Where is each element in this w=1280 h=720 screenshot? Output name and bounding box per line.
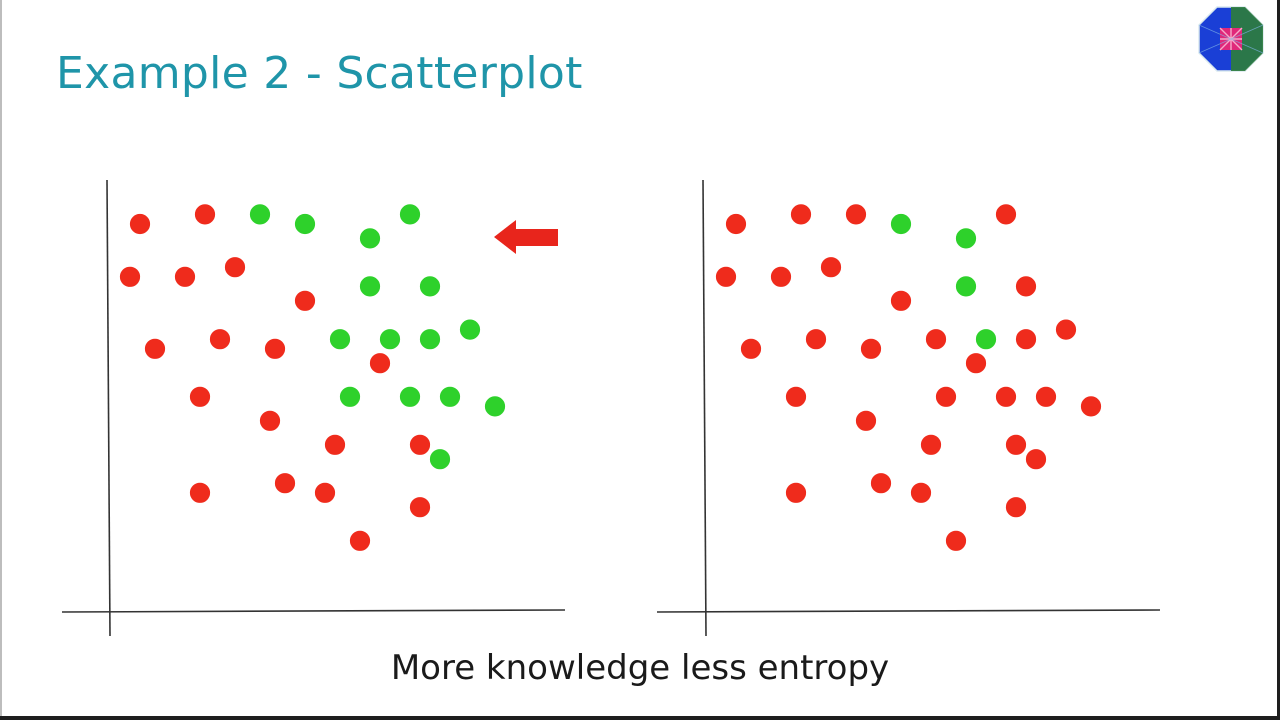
- right-chart-red-point: [860, 337, 882, 360]
- left-chart-y-axis: [106, 179, 111, 637]
- right-chart-red-point: [965, 352, 987, 375]
- left-chart-red-point: [129, 213, 151, 235]
- left-chart-red-point: [209, 328, 231, 351]
- right-chart-y-axis: [702, 179, 707, 637]
- right-chart-green-point: [975, 328, 997, 351]
- left-arrow-icon: [494, 220, 558, 254]
- right-chart-red-point: [945, 529, 967, 552]
- left-chart-green-point: [249, 203, 271, 226]
- right-chart-red-point: [925, 328, 947, 351]
- right-chart-red-point: [1025, 448, 1047, 471]
- right-chart-red-point: [1055, 318, 1077, 341]
- right-chart-green-point: [890, 213, 912, 235]
- left-chart-x-axis: [61, 609, 566, 613]
- right-chart-red-point: [910, 481, 932, 504]
- left-chart-green-point: [399, 385, 421, 408]
- left-chart-green-point: [419, 275, 441, 298]
- left-chart: [61, 179, 566, 637]
- right-chart: [656, 179, 1161, 637]
- right-chart-red-point: [740, 337, 762, 360]
- left-chart-green-point: [399, 203, 421, 226]
- left-chart-red-point: [274, 472, 296, 495]
- slide-frame-right: [1277, 0, 1280, 720]
- right-chart-x-axis: [656, 609, 1161, 613]
- slide-title: Example 2 - Scatterplot: [56, 48, 583, 99]
- right-chart-red-point: [715, 265, 737, 288]
- right-chart-red-point: [995, 203, 1017, 226]
- left-chart-green-point: [484, 395, 506, 418]
- slide-frame-left: [0, 0, 2, 720]
- left-chart-green-point: [294, 213, 316, 235]
- right-chart-red-point: [785, 481, 807, 504]
- left-chart-red-point: [144, 337, 166, 360]
- left-chart-green-point: [429, 448, 451, 471]
- left-chart-green-point: [419, 328, 441, 351]
- right-chart-red-point: [770, 265, 792, 288]
- left-chart-red-point: [369, 352, 391, 375]
- left-chart-red-point: [409, 496, 431, 519]
- left-chart-red-point: [119, 265, 141, 288]
- left-chart-green-point: [359, 275, 381, 298]
- left-chart-green-point: [439, 385, 461, 408]
- right-chart-red-point: [1015, 328, 1037, 351]
- left-chart-green-point: [359, 227, 381, 250]
- left-chart-red-point: [264, 337, 286, 360]
- right-chart-red-point: [1080, 395, 1102, 418]
- right-chart-red-point: [1035, 385, 1057, 408]
- right-chart-red-point: [805, 328, 827, 351]
- left-chart-red-point: [194, 203, 216, 226]
- left-chart-green-point: [379, 328, 401, 351]
- left-chart-red-point: [314, 481, 336, 504]
- slide-frame-bottom: [0, 716, 1280, 720]
- right-chart-red-point: [845, 203, 867, 226]
- left-chart-red-point: [349, 529, 371, 552]
- left-chart-red-point: [409, 433, 431, 456]
- right-chart-red-point: [920, 433, 942, 456]
- right-chart-red-point: [725, 213, 747, 235]
- right-chart-red-point: [935, 385, 957, 408]
- left-chart-green-point: [339, 385, 361, 408]
- left-chart-red-point: [224, 256, 246, 279]
- left-chart-red-point: [324, 433, 346, 456]
- left-chart-red-point: [294, 289, 316, 312]
- right-chart-red-point: [785, 385, 807, 408]
- right-chart-red-point: [820, 256, 842, 279]
- right-chart-red-point: [855, 409, 877, 432]
- left-chart-red-point: [189, 385, 211, 408]
- right-chart-red-point: [870, 472, 892, 495]
- left-chart-red-point: [174, 265, 196, 288]
- right-chart-red-point: [790, 203, 812, 226]
- left-chart-red-point: [189, 481, 211, 504]
- right-chart-red-point: [1015, 275, 1037, 298]
- left-chart-green-point: [329, 328, 351, 351]
- left-chart-red-point: [259, 409, 281, 432]
- right-chart-red-point: [1005, 496, 1027, 519]
- right-chart-red-point: [890, 289, 912, 312]
- right-chart-red-point: [995, 385, 1017, 408]
- right-chart-green-point: [955, 227, 977, 250]
- right-chart-red-point: [1005, 433, 1027, 456]
- left-chart-green-point: [459, 318, 481, 341]
- right-chart-green-point: [955, 275, 977, 298]
- octagon-logo-icon: [1198, 6, 1264, 72]
- slide-caption: More knowledge less entropy: [390, 648, 890, 688]
